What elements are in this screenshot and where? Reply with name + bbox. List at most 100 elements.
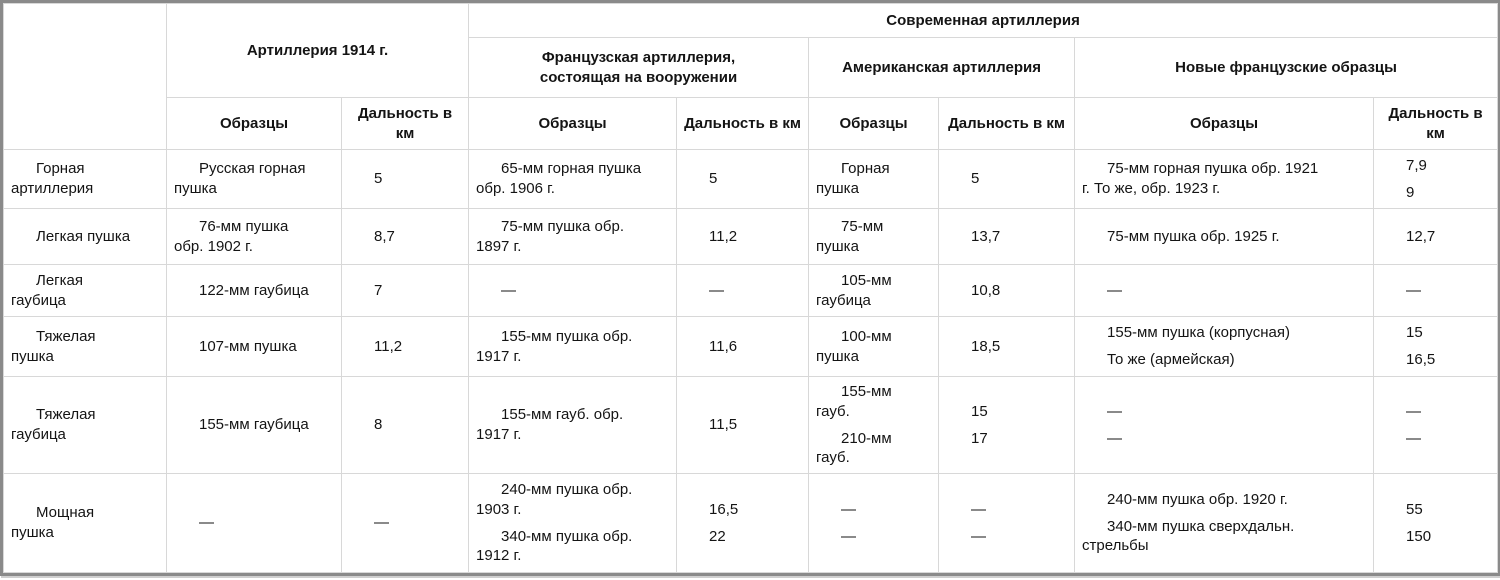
cell-text-line: пушка (816, 237, 859, 255)
data-cell: 10,8 (938, 264, 1076, 317)
cell-text-line: 5 (709, 170, 718, 188)
table-row: Горная артиллерия Русская горная пушка 5 65-м… (3, 149, 1499, 209)
cell-text-line: 22 (709, 527, 726, 545)
cell-text-line: Горная (36, 160, 85, 178)
data-cell: — — (1373, 376, 1499, 474)
cell-text-line: — (971, 500, 987, 518)
cell-text-line: 155-мм гауб. обр. (501, 406, 624, 424)
cell-text-line: артиллерия (11, 180, 94, 197)
data-cell: Горная пушка (808, 149, 940, 209)
header-range-french: Дальность в км (676, 97, 810, 150)
data-cell: 100-мм пушка (808, 316, 940, 377)
cell-text-line: обр. 1906 г. (476, 180, 555, 197)
table-body: Горная артиллерия Русская горная пушка 5 65-м… (3, 149, 1499, 573)
cell-text-line: стрельбы (1082, 537, 1149, 555)
data-cell: 12,7 (1373, 208, 1499, 265)
cell-text-line: 122-мм гаубица (199, 281, 309, 299)
cell-text-line: 340-мм пушка сверхдальн. (1107, 517, 1295, 535)
data-cell: 155-мм пушка (корпусная) То же (армейская… (1074, 316, 1375, 377)
cell-text-line: 11,5 (709, 416, 738, 434)
data-cell: 7 (340, 264, 470, 317)
corner-cell (3, 3, 167, 150)
cell-text-line: 240-мм пушка обр. 1920 г. (1107, 490, 1288, 508)
data-cell: 75-мм пушка (808, 208, 940, 265)
cell-text-line: г. То же, обр. 1923 г. (1082, 180, 1221, 197)
cell-text-line: 12,7 (1406, 227, 1436, 245)
header-row-top: Артиллерия 1914 г. Современная артиллери… (3, 3, 1499, 150)
cell-text-line: 107-мм пушка (199, 337, 297, 355)
data-cell: 240-мм пушка обр. 1903 г. 340-мм пушка обр… (468, 473, 678, 573)
cell-text-line: Легкая (36, 271, 84, 289)
cell-text-line: 1903 г. (476, 500, 522, 518)
cell-text-line: гауб. (816, 402, 850, 420)
cell-text-line: — (971, 527, 987, 545)
cell-text-line: — (841, 527, 857, 545)
data-cell: 75-мм пушка обр. 1897 г. (468, 208, 678, 265)
cell-text-line: 75-мм пушка обр. 1925 г. (1107, 227, 1280, 245)
cell-text-line: 105-мм (841, 271, 892, 289)
cell-text-line: гаубица (11, 291, 66, 309)
cell-text-line: пушка (11, 347, 54, 365)
cell-text-line: 1917 г. (476, 426, 522, 443)
cell-text-line: пушка (816, 347, 859, 365)
row-label-cell: Тяжелая гаубица (3, 376, 167, 474)
data-cell: — — (938, 473, 1076, 573)
cell-text-line: Горная (841, 160, 890, 178)
data-cell: 8,7 (340, 208, 470, 265)
cell-text-line: — (1406, 281, 1422, 299)
data-cell: 11,5 (676, 376, 810, 474)
data-cell: — — (1074, 376, 1375, 474)
data-cell: — (468, 264, 678, 317)
data-cell: 8 (340, 376, 470, 474)
header-american: Американская артиллерия (808, 37, 1076, 98)
table-row: Легкая гаубица 122-мм гаубица 7 — — 105-мм гауб… (3, 264, 1499, 317)
cell-text-line: 9 (1406, 183, 1415, 201)
table-row: Мощная пушка — —240-мм пушка обр. 1903 г. 340… (3, 473, 1499, 573)
cell-text-line: 5 (374, 170, 383, 188)
cell-text-line: 18,5 (971, 337, 1001, 355)
cell-text-line: 1897 г. (476, 237, 522, 255)
data-cell: 155-мм гауб. обр. 1917 г. (468, 376, 678, 474)
cell-text-line: 15 (1406, 324, 1423, 342)
cell-text-line: 155-мм (841, 382, 892, 400)
cell-text-line: 8 (374, 416, 383, 434)
data-cell: 5 (676, 149, 810, 209)
header-french-inservice: Французская артиллерия, состоящая на воо… (468, 37, 810, 98)
header-range-new-french: Дальность в км (1373, 97, 1499, 150)
cell-text-line: — (841, 500, 857, 518)
cell-text-line: 100-мм (841, 327, 892, 345)
table-row: Легкая пушка 76-мм пушка обр. 1902 г. 8,7 75… (3, 208, 1499, 265)
row-label-cell: Горная артиллерия (3, 149, 167, 209)
data-cell: — (1373, 264, 1499, 317)
data-cell: 15 17 (938, 376, 1076, 474)
cell-text-line: 210-мм (841, 429, 892, 447)
cell-text-line: Тяжелая (36, 406, 96, 424)
cell-text-line: пушка (11, 524, 54, 541)
cell-text-line: 65-мм горная пушка (501, 160, 642, 178)
data-cell: 16,5 22 (676, 473, 810, 573)
artillery-comparison-table: Артиллерия 1914 г. Современная артиллери… (3, 3, 1499, 573)
cell-text-line: 16,5 (709, 500, 739, 518)
cell-text-line: 11,2 (374, 337, 403, 355)
cell-text-line: 75-мм пушка обр. (501, 217, 624, 235)
cell-text-line: — (709, 281, 725, 299)
row-label-cell: Мощная пушка (3, 473, 167, 573)
data-cell: 5 (340, 149, 470, 209)
data-cell: — (1074, 264, 1375, 317)
data-cell: — — (808, 473, 940, 573)
cell-text-line: 75-мм (841, 217, 884, 235)
header-artillery-1914: Артиллерия 1914 г. (165, 3, 470, 98)
cell-text-line: Мощная (36, 504, 95, 522)
data-cell: 122-мм гаубица (166, 264, 342, 317)
cell-text-line: гаубица (11, 426, 66, 443)
header-samples-new-french: Образцы (1074, 97, 1375, 150)
cell-text-line: гаубица (816, 291, 871, 309)
cell-text-line: 240-мм пушка обр. (501, 480, 633, 498)
data-cell: 13,7 (938, 208, 1076, 265)
cell-text-line: гауб. (816, 449, 850, 467)
data-cell: 7,9 9 (1373, 149, 1499, 209)
header-range-1914: Дальность в км (340, 97, 470, 150)
cell-text-line: пушка (816, 180, 859, 197)
data-cell: 11,2 (676, 208, 810, 265)
